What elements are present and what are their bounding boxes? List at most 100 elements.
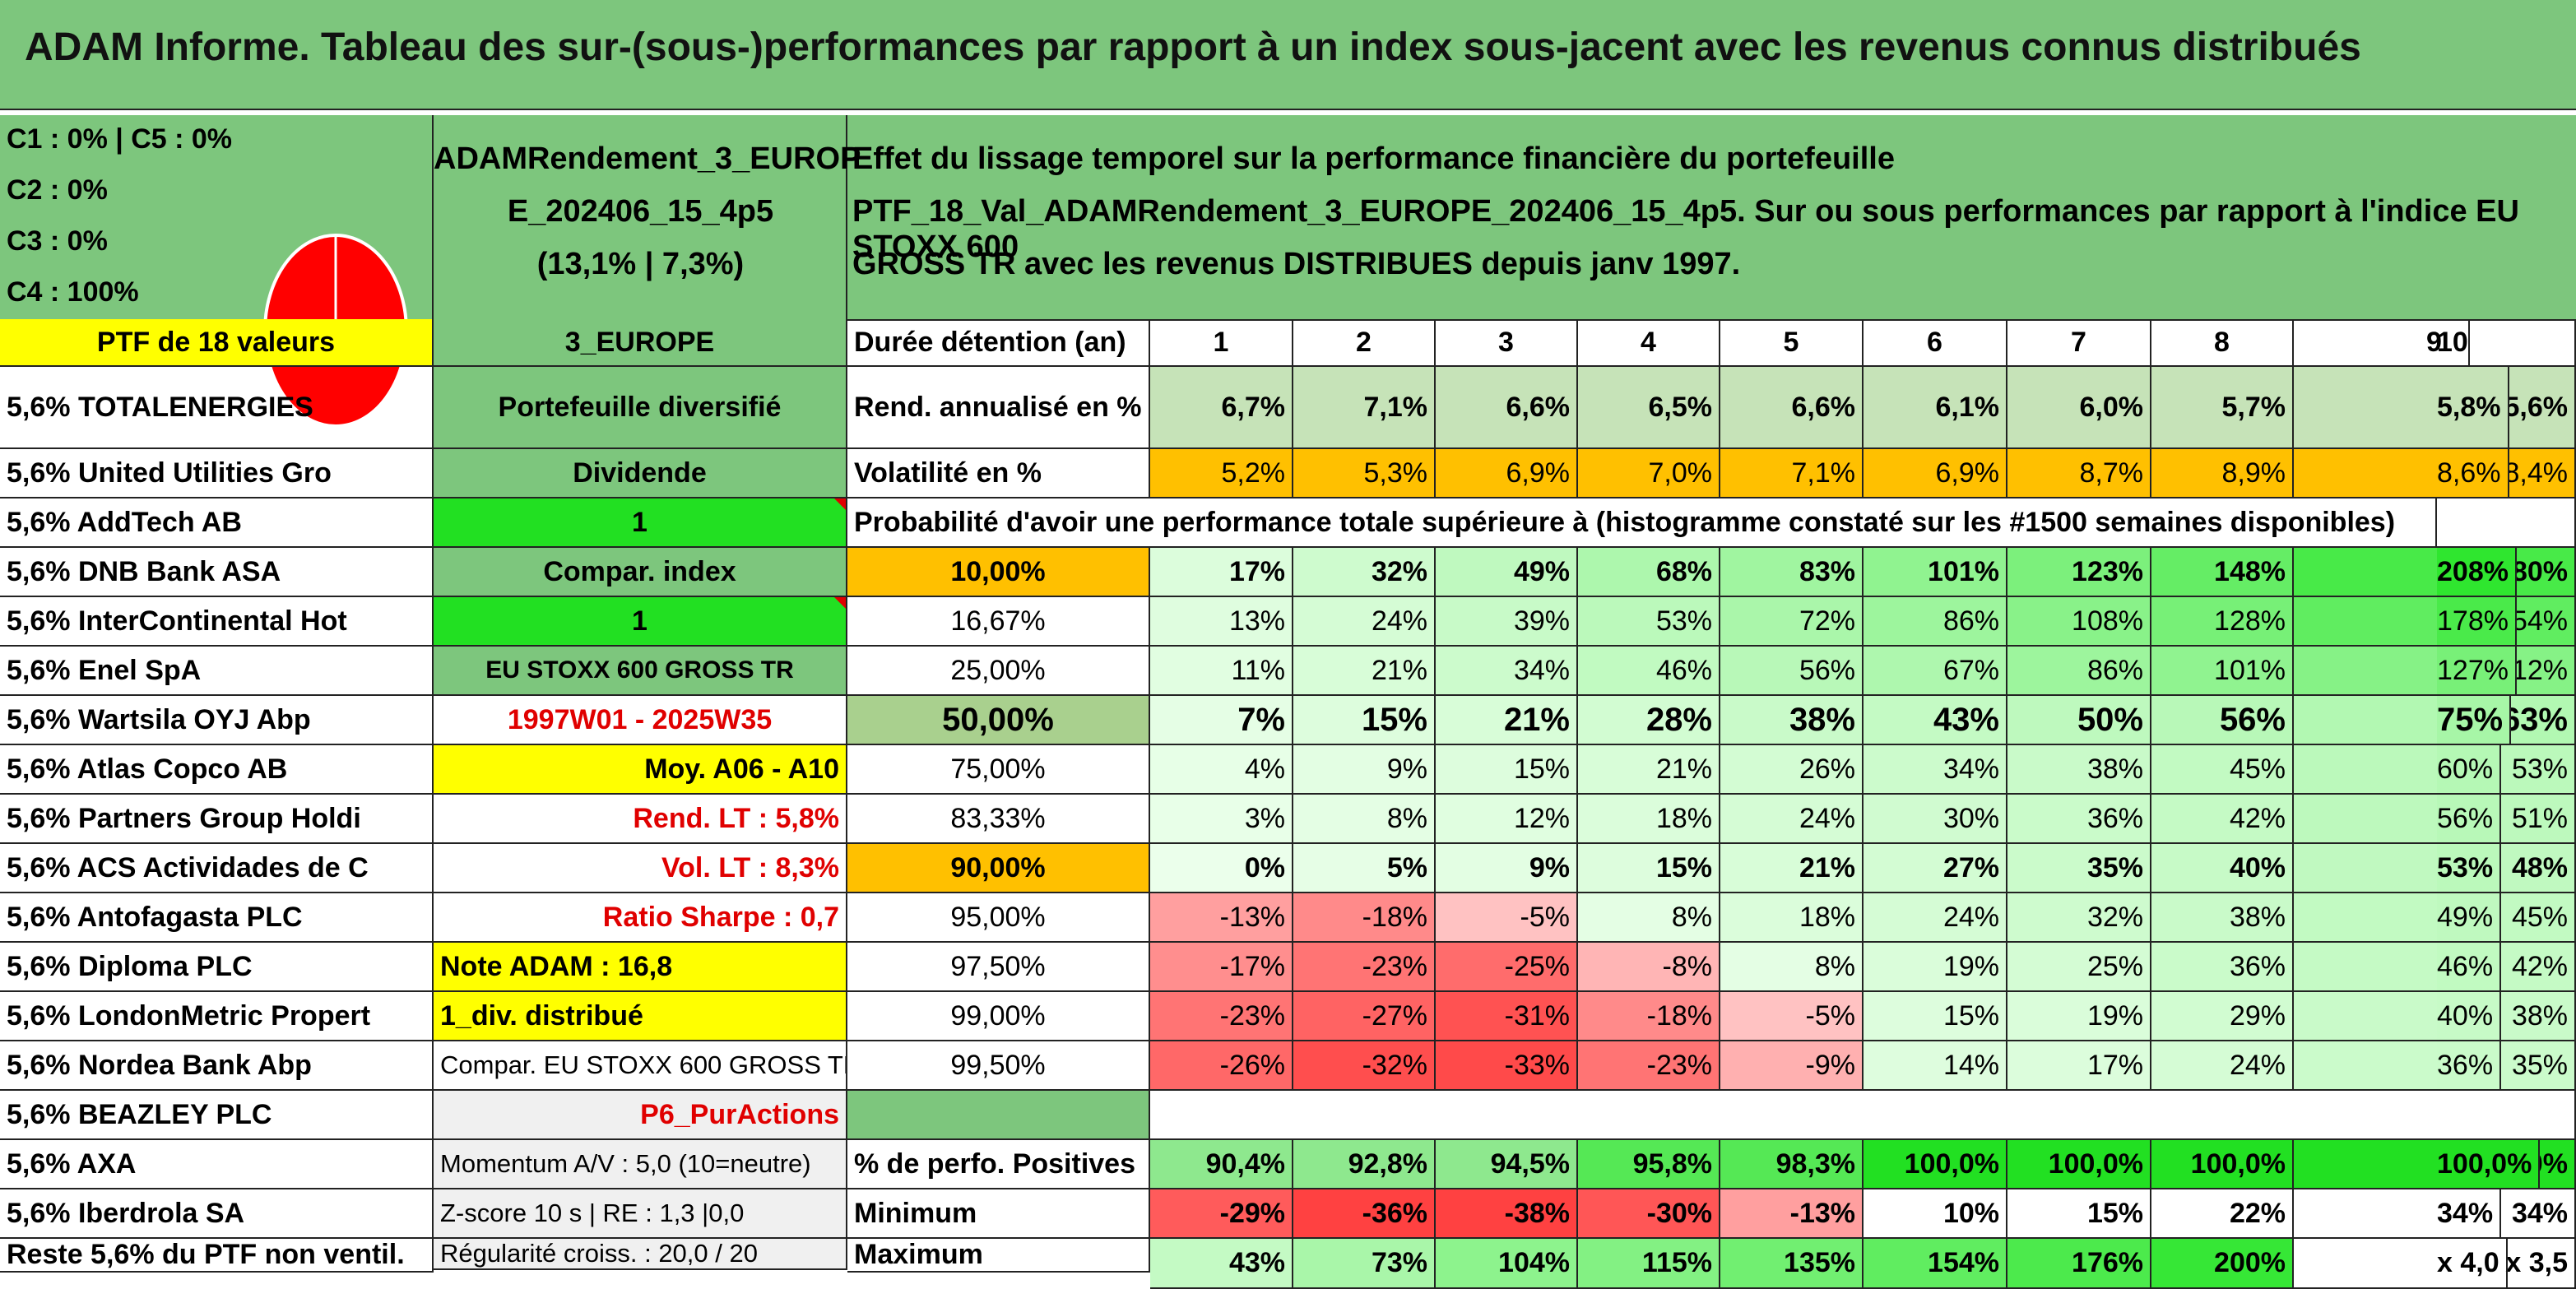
- holding-row: 5,6% LondonMetric Propert: [0, 992, 434, 1041]
- proba-value: 49%: [1436, 548, 1578, 597]
- proba-value: 86%: [2007, 647, 2151, 696]
- title-band: ADAM Informe. Tableau des sur-(sous-)per…: [0, 0, 2576, 110]
- rend-value: 6,5%: [1578, 367, 1720, 449]
- blank-row: [1150, 1091, 2576, 1140]
- proba-value: 15%: [1864, 992, 2007, 1041]
- description-line2: PTF_18_Val_ADAMRendement_3_EUROPE_202406…: [852, 194, 2519, 264]
- holding-row: 5,6% Iberdrola SA: [0, 1189, 434, 1239]
- rend-value: 5,7%: [2151, 367, 2294, 449]
- vol-value: 8,7%: [2007, 449, 2151, 498]
- side-note: Note ADAM : 16,8: [434, 943, 847, 992]
- side-compar: Compar. EU STOXX 600 GROSS TR: [434, 1041, 847, 1091]
- info-band: [0, 115, 2576, 321]
- proba-value: 8%: [1720, 943, 1864, 992]
- side-one-b: 1: [434, 597, 847, 647]
- proba-threshold: 95,00%: [847, 893, 1150, 943]
- max-value: 135%: [1720, 1239, 1864, 1289]
- max-value: 115%: [1578, 1239, 1720, 1289]
- proba-value: 32%: [1293, 548, 1436, 597]
- side-div: 1_div. distribué: [434, 992, 847, 1041]
- year-header: 10: [2437, 319, 2470, 367]
- rend-value: 5,6%: [2294, 367, 2576, 449]
- side-period: 1997W01 - 2025W35: [434, 696, 847, 745]
- proba-value: 36%: [2007, 795, 2151, 844]
- proba-value: 40%: [2437, 992, 2502, 1041]
- max-value: x 3,5: [2294, 1239, 2576, 1289]
- proba-value: -27%: [1293, 992, 1436, 1041]
- proba-value: 101%: [1864, 548, 2007, 597]
- proba-value: 46%: [1578, 647, 1720, 696]
- max-label: Maximum: [847, 1239, 1150, 1273]
- pos-value: 100,0%: [2437, 1140, 2541, 1189]
- description-line1: Effet du lissage temporel sur la perform…: [852, 141, 1895, 176]
- holding-row: 5,6% ACS Actividades de C: [0, 844, 434, 893]
- year-header: 1: [1150, 319, 1293, 367]
- proba-value: 5%: [1293, 844, 1436, 893]
- side-vol-lt: Vol. LT : 8,3%: [434, 844, 847, 893]
- proba-value: 4%: [1150, 745, 1293, 795]
- proba-value: 178%: [2437, 597, 2517, 647]
- proba-value: 15%: [1293, 696, 1436, 745]
- proba-label: Probabilité d'avoir une performance tota…: [847, 498, 2437, 548]
- portfolio-name-panel: ADAMRendement_3_EUROP E_202406_15_4p5 (1…: [434, 115, 861, 319]
- side-rend-lt: Rend. LT : 5,8%: [434, 795, 847, 844]
- proba-value: 3%: [1150, 795, 1293, 844]
- side-zscore: Z-score 10 s | RE : 1,3 |0,0: [434, 1189, 847, 1239]
- description-panel: Effet du lissage temporel sur la perform…: [847, 115, 2576, 319]
- composition-c1: C1 : 0% | C5 : 0%: [7, 123, 233, 155]
- rend-label: Rend. annualisé en %: [847, 367, 1150, 449]
- vol-value: 6,9%: [1864, 449, 2007, 498]
- proba-value: 17%: [1150, 548, 1293, 597]
- min-label: Minimum: [847, 1189, 1150, 1239]
- proba-value: -31%: [1436, 992, 1578, 1041]
- vol-value: 7,1%: [1720, 449, 1864, 498]
- proba-value: 24%: [1720, 795, 1864, 844]
- max-value: 104%: [1436, 1239, 1578, 1289]
- proba-value: 35%: [2294, 1041, 2576, 1091]
- proba-value: 38%: [1720, 696, 1864, 745]
- proba-value: 45%: [2151, 745, 2294, 795]
- vol-value: 5,2%: [1150, 449, 1293, 498]
- min-value: 34%: [2294, 1189, 2576, 1239]
- proba-value: 75%: [2437, 696, 2512, 745]
- proba-value: 34%: [1436, 647, 1578, 696]
- proba-threshold: 99,50%: [847, 1041, 1150, 1091]
- composition-panel: C1 : 0% | C5 : 0% C2 : 0% C3 : 0% C4 : 1…: [0, 115, 434, 428]
- description-line3: GROSS TR avec les revenus DISTRIBUES dep…: [852, 247, 1741, 281]
- proba-value: 127%: [2437, 647, 2517, 696]
- pos-value: 94,5%: [1436, 1140, 1578, 1189]
- proba-value: 38%: [2151, 893, 2294, 943]
- vol-value: 8,6%: [2437, 449, 2509, 498]
- side-compar-index: Compar. index: [434, 548, 847, 597]
- side-one-a: 1: [434, 498, 847, 548]
- side-momentum: Momentum A/V : 5,0 (10=neutre): [434, 1140, 847, 1189]
- proba-value: -18%: [1578, 992, 1720, 1041]
- duree-label: Durée détention (an): [847, 319, 1150, 367]
- proba-value: 32%: [2007, 893, 2151, 943]
- proba-value: 83%: [1720, 548, 1864, 597]
- holding-row: 5,6% Antofagasta PLC: [0, 893, 434, 943]
- proba-value: -9%: [1720, 1041, 1864, 1091]
- proba-value: 21%: [1720, 844, 1864, 893]
- proba-value: -25%: [1436, 943, 1578, 992]
- region-label: 3_EUROPE: [434, 319, 847, 367]
- min-value: 22%: [2151, 1189, 2294, 1239]
- pos-value: 100,0%: [1864, 1140, 2007, 1189]
- proba-value: 148%: [2151, 548, 2294, 597]
- proba-value: 128%: [2151, 597, 2294, 647]
- proba-value: 101%: [2151, 647, 2294, 696]
- proba-threshold: 99,00%: [847, 992, 1150, 1041]
- proba-value: 30%: [1864, 795, 2007, 844]
- proba-value: 60%: [2437, 745, 2502, 795]
- proba-value: 51%: [2294, 795, 2576, 844]
- proba-value: 180%: [2294, 548, 2576, 597]
- min-value: 15%: [2007, 1189, 2151, 1239]
- comment-marker-icon: [834, 597, 846, 609]
- proba-value: 86%: [1864, 597, 2007, 647]
- proba-value: 56%: [1720, 647, 1864, 696]
- proba-value: 19%: [2007, 992, 2151, 1041]
- proba-value: 9%: [1436, 844, 1578, 893]
- rend-value: 6,6%: [1720, 367, 1864, 449]
- portfolio-name-line3: (13,1% | 7,3%): [536, 247, 745, 281]
- blank-green-cell: [847, 1091, 1150, 1140]
